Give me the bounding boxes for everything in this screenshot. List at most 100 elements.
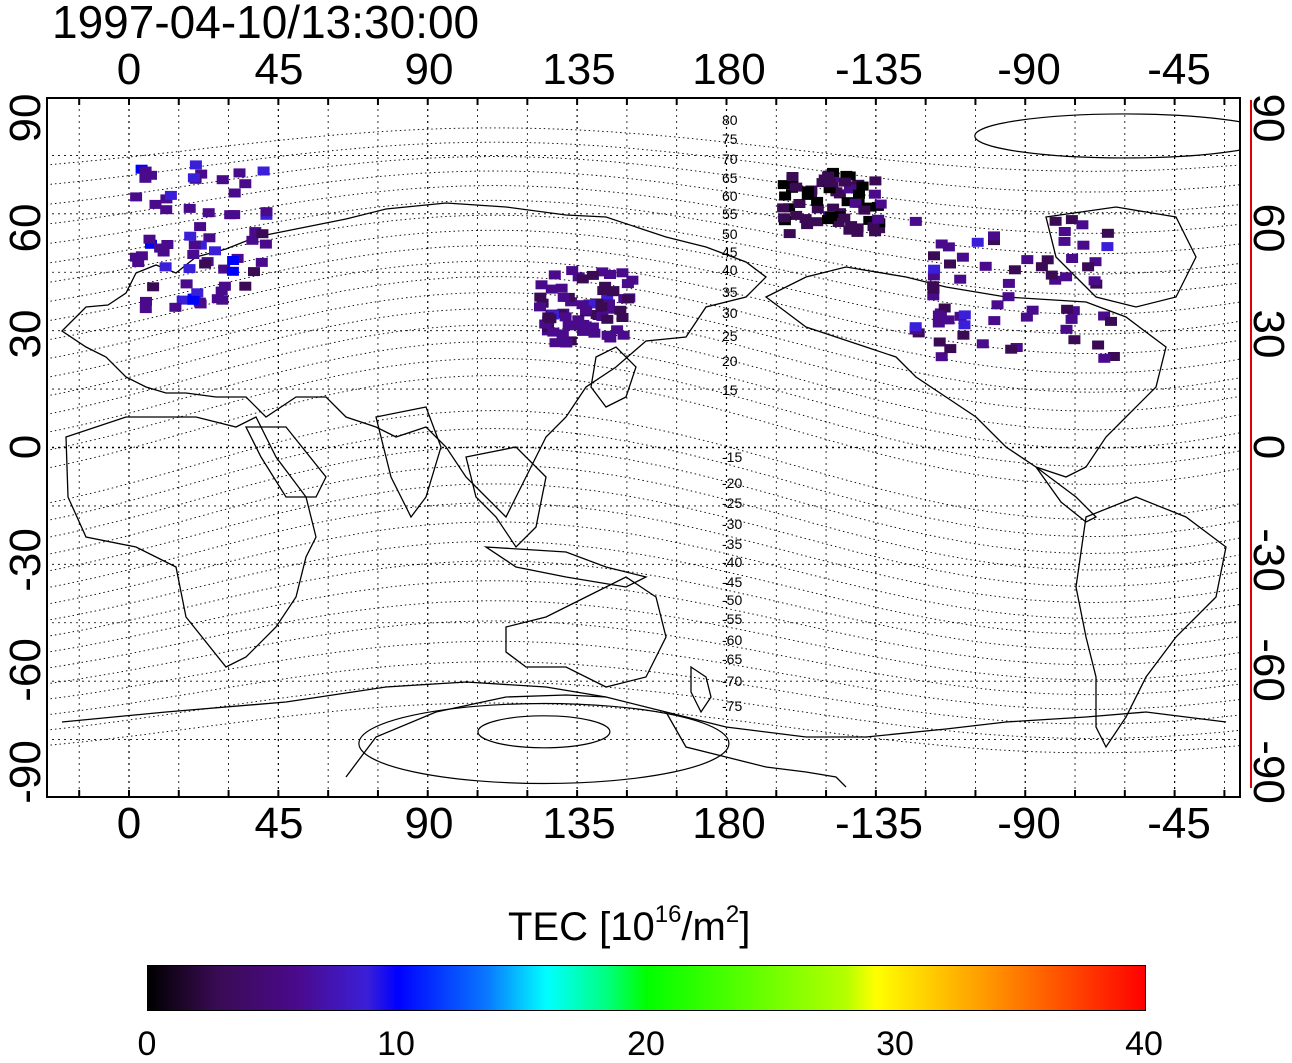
tec-pixel	[1058, 236, 1071, 246]
tec-pixel	[132, 258, 145, 268]
tec-pixel	[988, 236, 1000, 246]
contour-line	[46, 308, 1241, 412]
tec-pixel	[588, 328, 601, 338]
contour-label: 75	[722, 131, 738, 147]
contour-label: -50	[722, 592, 742, 608]
tec-pixel	[1065, 314, 1078, 324]
tec-pixel	[1076, 220, 1089, 230]
y-tick-left-0: 0	[1, 434, 50, 460]
tec-pixel	[130, 192, 143, 202]
tec-pixel	[604, 270, 616, 279]
tec-pixel	[586, 270, 599, 280]
tec-pixel	[976, 339, 989, 349]
colorbar-tick-40: 40	[1125, 1025, 1163, 1063]
tec-pixel	[872, 214, 885, 224]
tec-pixel	[790, 210, 803, 220]
tec-pixel	[224, 210, 237, 220]
colorbar-title-unit: /m	[681, 905, 726, 949]
x-tick-bottom-180: 180	[692, 799, 766, 848]
tec-pixel	[1049, 216, 1062, 226]
tec-pixel	[1049, 275, 1062, 285]
colorbar-title-close: ]	[739, 905, 751, 949]
tec-pixel	[927, 271, 940, 281]
tec-pixel	[845, 221, 858, 231]
tec-pixel	[606, 287, 619, 297]
contour-line	[46, 600, 1241, 681]
contour-line	[46, 640, 1241, 710]
tec-pixel	[988, 231, 1000, 241]
south-pole-oval-inner	[477, 715, 611, 749]
tec-pixel	[559, 312, 572, 322]
tec-pixel	[246, 235, 259, 245]
contour-label: 70	[722, 151, 738, 167]
tec-pixel	[611, 325, 624, 335]
contour-line	[46, 260, 1241, 355]
tec-pixel	[799, 214, 812, 224]
tec-pixel	[188, 240, 201, 250]
tec-pixel	[1021, 255, 1034, 265]
tec-pixel	[189, 160, 202, 170]
contour-label: -30	[722, 516, 742, 532]
tec-pixel	[560, 338, 573, 348]
contour-label: 40	[722, 262, 738, 278]
tec-pixel	[841, 197, 854, 207]
tec-pixel	[786, 172, 799, 181]
tec-pixel	[867, 222, 880, 232]
contour-line	[46, 483, 1241, 587]
contour-line	[46, 428, 1241, 537]
contour-line	[46, 324, 1241, 431]
tec-pixel	[226, 266, 239, 276]
tec-pixel	[928, 264, 941, 274]
colorbar-tick-0: 0	[137, 1025, 157, 1063]
tec-pixel	[777, 180, 790, 190]
tec-pixel	[545, 284, 558, 294]
tec-pixel	[557, 292, 570, 302]
tec-pixel	[942, 315, 955, 325]
tec-pixel	[187, 295, 200, 305]
plot-timestamp: 1997-04-10/13:30:00	[52, 0, 480, 48]
tec-pixel	[595, 302, 608, 312]
tec-pixel	[1035, 262, 1048, 272]
tec-pixel	[811, 196, 824, 206]
south-pole-oval-outer	[358, 702, 730, 785]
tec-pixel	[135, 251, 148, 261]
tec-pixel	[811, 204, 824, 214]
tec-pixel	[830, 187, 843, 197]
tec-pixel	[209, 246, 221, 256]
tec-pixel	[927, 291, 940, 301]
tec-pixel	[1060, 272, 1073, 282]
tec-pixel	[599, 281, 612, 291]
tec-pixel	[979, 261, 992, 271]
contour-label: 55	[722, 206, 738, 222]
contour-label: 80	[722, 112, 738, 128]
tec-pixel	[1061, 304, 1074, 314]
tec-pixel	[218, 281, 231, 291]
tec-pixel	[823, 178, 836, 188]
lat-lon-grid	[46, 97, 1241, 798]
tec-pixel	[1098, 353, 1111, 363]
tec-pixel	[604, 333, 617, 343]
tec-pixel	[259, 239, 272, 249]
contour-line	[46, 358, 1241, 467]
colorbar-tick-20: 20	[627, 1025, 665, 1063]
contour-label: 15	[722, 382, 738, 398]
tec-pixel	[602, 304, 615, 314]
tec-pixel	[1008, 265, 1021, 275]
tec-pixel	[157, 247, 170, 257]
tec-pixel	[194, 222, 207, 232]
tec-pixel	[844, 184, 856, 194]
colorbar-title: TEC [1016/m2]	[508, 903, 751, 950]
contour-label: 30	[722, 305, 738, 321]
x-tick-bottom-45: 45	[254, 799, 304, 848]
tec-pixel	[191, 288, 204, 298]
contour-line	[46, 292, 1241, 393]
tec-pixel	[932, 310, 945, 320]
x-tick-bottom-90: 90	[404, 799, 454, 848]
tec-pixel	[180, 279, 193, 289]
tec-pixel	[1068, 335, 1081, 345]
contour-line	[46, 341, 1241, 449]
north-pole-oval	[974, 113, 1241, 159]
contour-line	[46, 464, 1241, 571]
tec-pixel	[143, 234, 156, 244]
contour-label: 60	[722, 188, 738, 204]
